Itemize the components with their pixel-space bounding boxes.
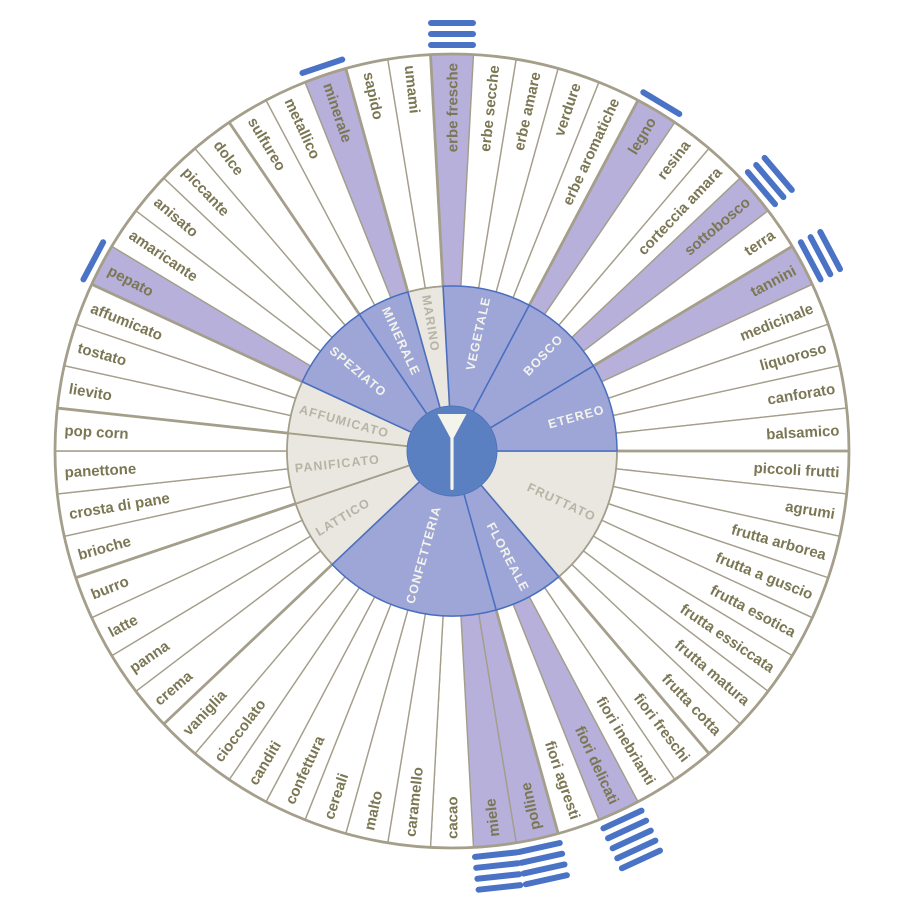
intensity-ticks-tannini [797,228,843,283]
category-boundary [91,283,304,384]
category-boundary [344,68,410,294]
wine-glass-icon [437,414,467,490]
category-boundary [429,54,445,288]
category-boundary [57,406,290,435]
intensity-ticks-pepato [80,239,107,283]
descriptor-label-miele: miele [482,798,503,838]
intensity-ticks-fiori-delicati [600,807,664,872]
descriptor-label-pop-corn: pop corn [64,422,129,442]
category-boundary [162,562,334,726]
wheel-outer-rim [53,52,851,850]
category-boundary [557,575,711,755]
category-boundary [591,245,793,368]
descriptor-label-lievito: lievito [68,381,114,405]
intensity-ticks-minerale [299,56,346,76]
intensity-ticks-miele [472,849,524,893]
category-boundary [527,99,640,307]
descriptor-label-balsamico: balsamico [766,422,840,443]
descriptor-label-piccoli-frutti: piccoli frutti [753,460,840,482]
descriptor-label-cacao: cacao [444,796,461,839]
category-boundary [494,608,560,834]
descriptor-label-panettone: panettone [64,461,136,482]
descriptor-label-umami: umami [401,64,423,114]
intensity-ticks-polline [515,839,570,888]
intensity-ticks-legno [640,89,683,117]
intensity-ticks-sottobosco [744,154,795,208]
category-boundary [75,502,298,580]
intensity-ticks-erbe-fresche [428,20,476,48]
category-boundary [228,121,362,317]
descriptor-label-erbe-fresche: erbe fresche [444,63,461,152]
